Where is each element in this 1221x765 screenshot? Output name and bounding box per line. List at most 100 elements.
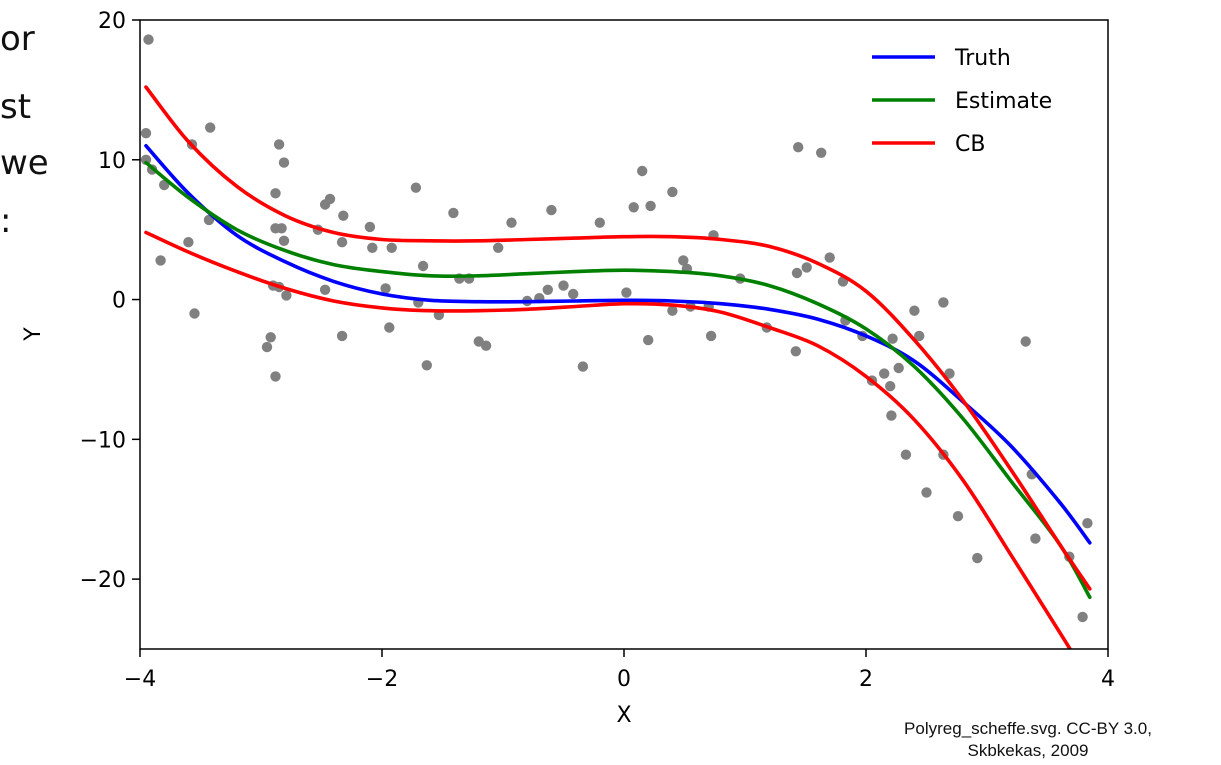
y-tick-label: 10 <box>98 149 126 174</box>
scatter-point <box>558 280 569 291</box>
scatter-point <box>1077 611 1088 623</box>
scatter-point <box>952 511 964 522</box>
x-tick-label: −4 <box>124 667 156 692</box>
scatter-point <box>140 128 152 139</box>
slide-text-line: st <box>0 87 32 127</box>
y-axis-ticks: −20 −10 0 10 20 <box>80 9 140 593</box>
scatter-point <box>542 284 553 295</box>
caption-line-1: Polyreg_scheffe.svg. CC-BY 3.0, <box>904 719 1152 738</box>
scatter-point <box>645 200 656 212</box>
scatter-point <box>886 410 897 421</box>
scatter-point <box>824 252 835 263</box>
scatter-point <box>577 361 589 372</box>
scatter-point <box>384 322 395 333</box>
scatter-point <box>265 332 276 343</box>
scatter-point <box>909 305 920 316</box>
legend-label-truth: Truth <box>954 46 1011 71</box>
scatter-point <box>386 242 397 253</box>
scatter-point <box>143 34 154 45</box>
slide-text-line: we <box>0 143 49 183</box>
scatter-point <box>380 283 391 294</box>
legend-label-estimate: Estimate <box>955 89 1052 114</box>
legend-label-cb: CB <box>955 132 985 157</box>
y-tick-label: 20 <box>98 9 126 34</box>
scatter-point <box>921 487 932 498</box>
scatter-point <box>667 305 678 316</box>
scatter-point <box>643 334 654 346</box>
caption-line-2: Skbkekas, 2009 <box>967 741 1089 760</box>
x-axis-ticks: −4 −2 0 2 4 <box>124 649 1115 692</box>
scatter-point <box>270 188 281 199</box>
scatter-point <box>628 202 639 213</box>
scatter-point <box>791 267 803 279</box>
scatter-point <box>1030 533 1041 544</box>
scatter-point <box>448 207 459 219</box>
y-tick-label: −20 <box>80 568 126 593</box>
x-tick-label: 4 <box>1101 667 1115 692</box>
scatter-point <box>621 287 632 298</box>
slide-text-line: : <box>0 201 12 241</box>
scatter-point <box>273 139 285 150</box>
scatter-point <box>276 223 287 234</box>
scatter-point <box>1020 336 1031 347</box>
scatter-point <box>367 242 378 253</box>
scatter-point <box>568 288 579 300</box>
scatter-point <box>270 371 281 382</box>
scatter-point <box>801 262 812 273</box>
y-tick-label: −10 <box>80 428 126 453</box>
scatter-point <box>338 210 349 221</box>
scatter-point <box>893 362 904 374</box>
scatter-point <box>140 154 152 165</box>
scatter-point <box>546 204 557 216</box>
scatter-point <box>493 242 504 253</box>
scatter-point <box>816 147 827 158</box>
scatter-point <box>900 449 912 460</box>
scatter-point <box>183 237 194 248</box>
scatter-point <box>410 182 422 193</box>
scatter-point <box>667 186 678 198</box>
x-tick-label: 0 <box>617 667 631 692</box>
scatter-point <box>205 122 216 133</box>
scatter-point <box>793 142 804 153</box>
scatter-point <box>155 255 166 266</box>
scatter-point <box>944 368 955 379</box>
scatter-point <box>879 368 890 379</box>
scatter-point <box>594 217 605 228</box>
y-axis-title: Y <box>21 327 46 342</box>
scatter-point <box>480 340 492 351</box>
scatter-point <box>506 217 517 228</box>
scatter-point <box>972 552 983 564</box>
scatter-point <box>885 381 896 392</box>
slide-text-line: or <box>0 19 35 59</box>
scatter-point <box>281 290 292 301</box>
series-line-cb <box>144 85 1092 591</box>
scatter-point <box>417 260 429 272</box>
series-line-estimate <box>144 160 1092 600</box>
scatter-point <box>938 297 949 308</box>
legend: Truth Estimate CB <box>872 46 1052 157</box>
scatter-point <box>1082 518 1093 529</box>
scatter-point <box>278 157 290 168</box>
scatter-point <box>637 165 648 177</box>
series-line-truth <box>144 144 1092 545</box>
plot-area <box>140 20 1108 649</box>
x-axis-title: X <box>616 703 631 728</box>
scatter-point <box>914 330 925 342</box>
scatter-point <box>421 360 432 371</box>
series-lines <box>144 85 1092 649</box>
scatter-point <box>705 330 717 342</box>
series-line-cb-lower <box>144 230 1073 649</box>
x-tick-label: −2 <box>366 667 398 692</box>
scatter-point <box>278 235 290 246</box>
scatter-point <box>189 308 200 319</box>
image-credit-caption: Polyreg_scheffe.svg. CC-BY 3.0, Skbkekas… <box>835 718 1221 762</box>
scatter-point <box>336 237 348 248</box>
scatter-point <box>319 284 331 295</box>
scatter-point <box>790 346 801 357</box>
scatter-point <box>364 221 376 233</box>
scatter-point <box>261 341 273 353</box>
scatter-point <box>887 333 898 344</box>
scatter-point <box>678 255 689 266</box>
